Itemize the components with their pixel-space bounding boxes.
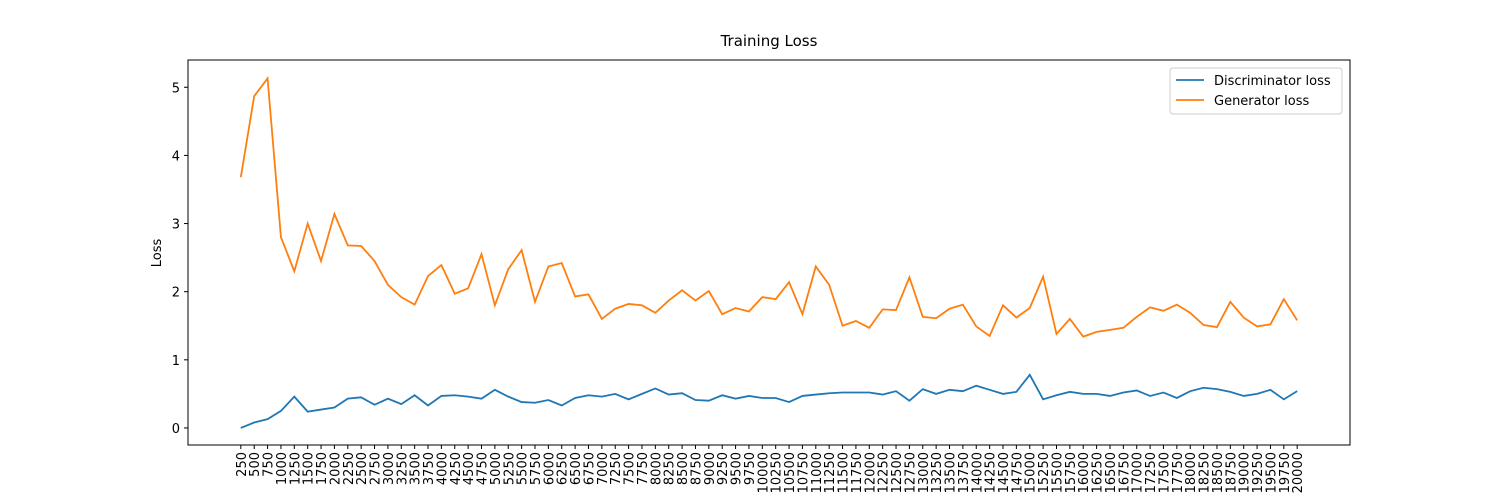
y-tick-label: 1	[172, 354, 180, 369]
x-tick-label: 17250	[1144, 452, 1159, 493]
x-tick-label: 3750	[422, 452, 437, 485]
x-tick-label: 11500	[837, 452, 852, 493]
x-tick-label: 19750	[1278, 452, 1293, 493]
x-tick-label: 10750	[796, 452, 811, 493]
x-tick-label: 5250	[502, 452, 517, 485]
y-tick-label: 3	[172, 218, 180, 233]
x-tick-label: 17750	[1171, 452, 1186, 493]
plot-frame	[187, 59, 1351, 446]
x-tick-label: 2500	[355, 452, 370, 485]
x-tick-label: 10000	[756, 452, 771, 493]
x-tick-label: 3250	[395, 452, 410, 485]
x-tick-label: 6000	[542, 452, 557, 485]
x-tick-label: 2750	[369, 452, 384, 485]
x-tick-label: 2000	[328, 452, 343, 485]
x-tick-label: 13000	[917, 452, 932, 493]
x-tick-label: 750	[262, 452, 277, 477]
x-tick-label: 5000	[489, 452, 504, 485]
x-tick-label: 16750	[1117, 452, 1132, 493]
x-tick-label: 6250	[556, 452, 571, 485]
x-tick-label: 12750	[903, 452, 918, 493]
x-tick-label: 9250	[716, 452, 731, 485]
x-tick-label: 16000	[1077, 452, 1092, 493]
x-tick-label: 6750	[582, 452, 597, 485]
x-tick-label: 18500	[1211, 452, 1226, 493]
x-tick-label: 8000	[649, 452, 664, 485]
x-tick-label: 19500	[1264, 452, 1279, 493]
x-tick-label: 4500	[462, 452, 477, 485]
x-tick-label: 19250	[1251, 452, 1266, 493]
x-tick-label: 11750	[850, 452, 865, 493]
x-tick-label: 1500	[302, 452, 317, 485]
x-tick-label: 7250	[609, 452, 624, 485]
x-tick-label: 6500	[569, 452, 584, 485]
x-tick-label: 5500	[516, 452, 531, 485]
x-tick-label: 4750	[476, 452, 491, 485]
x-tick-label: 14750	[1010, 452, 1025, 493]
x-tick-label: 500	[248, 452, 263, 477]
x-tick-label: 15000	[1024, 452, 1039, 493]
legend-label: Discriminator loss	[1214, 74, 1331, 89]
x-tick-label: 16500	[1104, 452, 1119, 493]
x-tick-label: 13750	[957, 452, 972, 493]
x-tick-label: 15750	[1064, 452, 1079, 493]
x-tick-label: 18250	[1198, 452, 1213, 493]
y-axis-label: Loss	[150, 239, 165, 268]
x-tick-label: 3000	[382, 452, 397, 485]
x-tick-label: 15500	[1050, 452, 1065, 493]
x-tick-label: 5750	[529, 452, 544, 485]
x-tick-label: 15250	[1037, 452, 1052, 493]
y-tick-label: 4	[172, 149, 180, 164]
x-tick-label: 9750	[743, 452, 758, 485]
x-tick-label: 1750	[315, 452, 330, 485]
y-tick-label: 0	[172, 422, 180, 437]
line-series	[240, 373, 1298, 429]
x-tick-label: 11000	[810, 452, 825, 493]
y-tick-label: 5	[172, 81, 180, 96]
x-tick-label: 14000	[970, 452, 985, 493]
x-tick-label: 17500	[1157, 452, 1172, 493]
x-tick-label: 2250	[342, 452, 357, 485]
x-tick-label: 8750	[689, 452, 704, 485]
x-tick-label: 3500	[409, 452, 424, 485]
x-tick-label: 11250	[823, 452, 838, 493]
x-tick-label: 250	[235, 452, 250, 477]
x-tick-label: 12500	[890, 452, 905, 493]
x-tick-label: 4000	[435, 452, 450, 485]
x-tick-label: 1000	[275, 452, 290, 485]
x-tick-label: 12250	[877, 452, 892, 493]
legend-label: Generator loss	[1214, 94, 1309, 109]
x-tick-label: 4250	[449, 452, 464, 485]
x-tick-label: 1250	[288, 452, 303, 485]
legend-box	[1169, 67, 1343, 115]
x-tick-label: 16250	[1091, 452, 1106, 493]
x-tick-label: 7750	[636, 452, 651, 485]
line-series	[239, 75, 1298, 338]
x-tick-label: 20000	[1291, 452, 1306, 493]
x-tick-label: 9000	[703, 452, 718, 485]
x-tick-label: 10500	[783, 452, 798, 493]
y-tick-label: 2	[172, 286, 180, 301]
x-tick-label: 10250	[770, 452, 785, 493]
x-tick-label: 14500	[997, 452, 1012, 493]
x-tick-label: 7000	[596, 452, 611, 485]
x-tick-label: 18000	[1184, 452, 1199, 493]
x-tick-label: 8250	[663, 452, 678, 485]
x-tick-label: 12000	[863, 452, 878, 493]
x-tick-label: 7500	[623, 452, 638, 485]
x-tick-label: 8500	[676, 452, 691, 485]
x-tick-label: 13500	[944, 452, 959, 493]
chart-title: Training Loss	[720, 32, 818, 50]
x-tick-label: 17000	[1131, 452, 1146, 493]
x-tick-label: 9500	[730, 452, 745, 485]
x-tick-label: 18750	[1224, 452, 1239, 493]
x-tick-label: 14250	[984, 452, 999, 493]
x-tick-label: 13250	[930, 452, 945, 493]
x-tick-label: 19000	[1238, 452, 1253, 493]
